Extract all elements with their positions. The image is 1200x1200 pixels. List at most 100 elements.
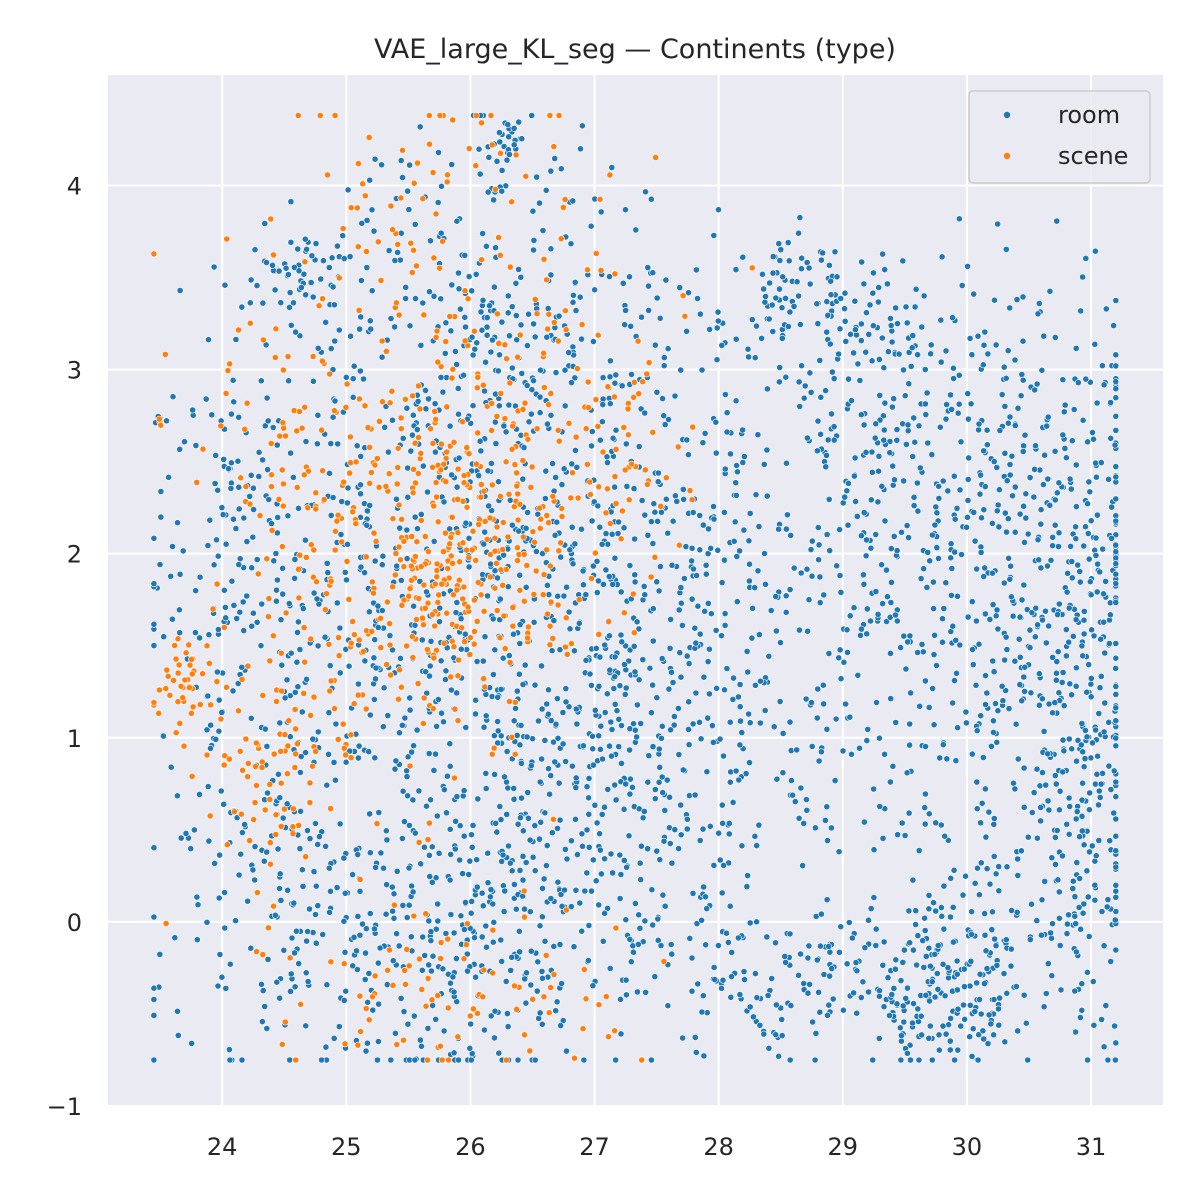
point-room <box>392 757 400 765</box>
point-room <box>370 696 378 703</box>
point-room <box>332 720 340 728</box>
point-room <box>808 699 815 706</box>
point-room <box>762 580 769 588</box>
point-room <box>336 820 344 828</box>
point-room <box>565 349 573 356</box>
point-room <box>501 887 509 895</box>
point-room <box>939 1022 947 1030</box>
point-scene <box>268 471 275 479</box>
point-room <box>439 388 447 396</box>
point-room <box>282 264 290 272</box>
point-room <box>578 927 586 935</box>
point-room <box>1076 578 1084 586</box>
point-room <box>568 379 575 386</box>
point-room <box>931 521 939 529</box>
point-room <box>479 902 487 910</box>
point-scene <box>516 500 524 508</box>
point-scene <box>459 539 467 547</box>
point-scene <box>331 112 339 119</box>
point-scene <box>472 557 480 564</box>
point-scene <box>444 171 451 179</box>
point-room <box>631 668 639 676</box>
point-scene <box>172 655 180 663</box>
point-room <box>715 206 722 214</box>
point-room <box>295 267 303 275</box>
point-scene <box>513 482 521 490</box>
point-room <box>547 167 555 175</box>
point-scene <box>612 500 620 507</box>
point-room <box>317 275 325 283</box>
point-room <box>276 719 284 727</box>
point-room <box>510 795 518 803</box>
point-room <box>814 320 822 327</box>
point-room <box>797 950 804 958</box>
point-room <box>510 785 518 792</box>
point-room <box>910 946 917 954</box>
point-room <box>475 472 483 479</box>
point-room <box>756 1021 764 1029</box>
point-room <box>202 395 210 403</box>
point-room <box>519 475 527 483</box>
y-tick-label: 1 <box>67 725 82 753</box>
point-scene <box>157 421 165 429</box>
point-room <box>974 332 982 340</box>
point-room <box>876 416 884 424</box>
point-room <box>437 373 445 381</box>
point-room <box>960 965 968 973</box>
point-room <box>524 509 531 516</box>
point-room <box>970 509 978 516</box>
point-scene <box>362 705 370 713</box>
point-room <box>237 850 245 858</box>
point-room <box>626 935 634 943</box>
point-room <box>844 649 851 656</box>
point-room <box>157 513 165 521</box>
point-room <box>892 719 900 726</box>
point-room <box>781 953 789 960</box>
point-scene <box>483 535 491 543</box>
point-room <box>644 778 652 786</box>
point-room <box>253 282 261 289</box>
point-room <box>1086 848 1093 856</box>
point-room <box>968 1053 976 1060</box>
point-room <box>500 908 508 915</box>
point-room <box>1014 404 1022 412</box>
point-scene <box>562 614 570 622</box>
point-room <box>411 621 419 629</box>
point-scene <box>449 365 457 373</box>
point-room <box>872 531 880 538</box>
point-room <box>588 517 596 525</box>
point-scene <box>354 1041 362 1049</box>
point-room <box>432 750 439 758</box>
point-room <box>888 991 896 998</box>
point-room <box>601 641 609 649</box>
point-room <box>783 525 790 533</box>
point-room <box>1042 607 1049 615</box>
point-room <box>389 907 396 915</box>
point-room <box>1064 920 1071 928</box>
point-scene <box>550 971 558 978</box>
point-room <box>840 658 848 666</box>
point-room <box>483 943 490 951</box>
point-room <box>1093 399 1101 407</box>
point-scene <box>277 649 285 657</box>
point-scene <box>161 350 169 358</box>
point-room <box>820 971 828 978</box>
point-room <box>1065 911 1072 919</box>
point-scene <box>217 422 225 430</box>
point-room <box>949 903 957 911</box>
point-room <box>360 375 367 383</box>
point-room <box>635 676 643 684</box>
point-room <box>533 548 540 555</box>
point-room <box>601 803 608 811</box>
point-scene <box>213 678 221 685</box>
point-room <box>243 538 251 545</box>
point-room <box>583 869 591 877</box>
point-room <box>546 790 553 798</box>
point-room <box>203 726 211 734</box>
point-scene <box>349 508 357 516</box>
point-room <box>925 944 933 952</box>
point-room <box>860 580 868 588</box>
point-scene <box>443 609 451 617</box>
point-room <box>1052 834 1059 841</box>
point-room <box>1112 426 1120 434</box>
